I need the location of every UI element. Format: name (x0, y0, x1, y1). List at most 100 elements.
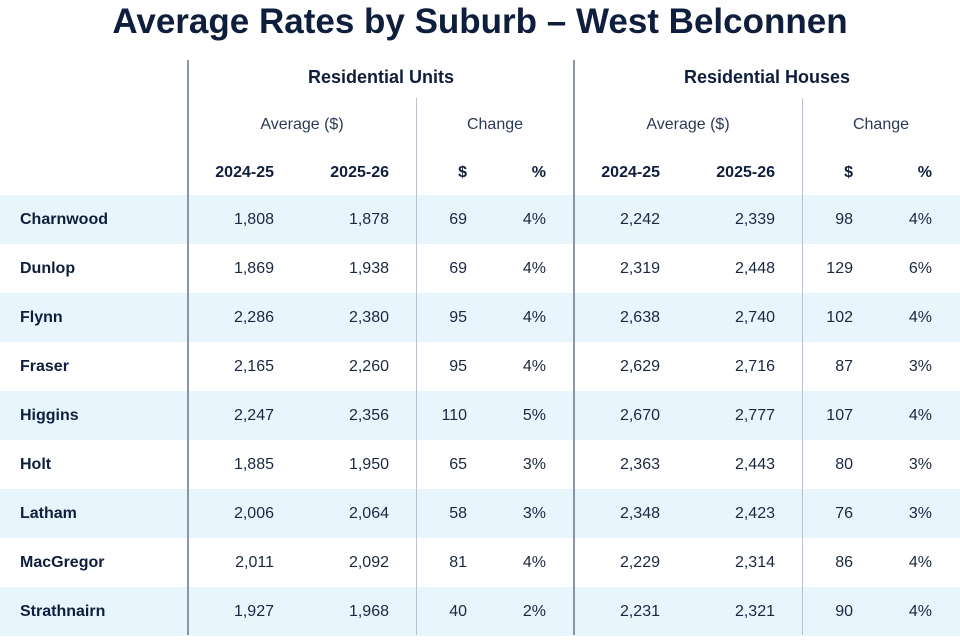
cell-units-change-dollar: 110 (441, 407, 467, 424)
divider-houses-change (802, 98, 803, 635)
cell-units-change-dollar: 95 (449, 358, 467, 375)
group-header-houses: Residential Houses (683, 67, 851, 87)
cell-units-2024-25: 1,927 (233, 603, 274, 620)
cell-units-2024-25: 1,869 (233, 260, 274, 277)
cell-houses-change-pct: 4% (908, 309, 932, 326)
suburb-name: Fraser (20, 358, 69, 375)
cell-houses-change-dollar: 86 (835, 554, 853, 571)
table-row: Flynn 2,286 2,380 95 4% 2,638 2,740 102 4% (0, 293, 960, 342)
cell-houses-change-pct: 3% (908, 505, 932, 522)
cell-houses-2025-26: 2,777 (734, 407, 775, 424)
column-header-units-2025-26: 2025-26 (330, 164, 389, 181)
cell-houses-2024-25: 2,629 (619, 358, 660, 375)
divider-groups (573, 60, 575, 635)
cell-houses-2025-26: 2,443 (734, 456, 775, 473)
cell-houses-2024-25: 2,670 (619, 407, 660, 424)
subheader-houses-change: Change (852, 116, 910, 133)
cell-houses-change-pct: 4% (908, 407, 932, 424)
cell-units-2024-25: 1,885 (233, 456, 274, 473)
column-header-houses-2025-26: 2025-26 (716, 164, 775, 181)
table-row: MacGregor 2,011 2,092 81 4% 2,229 2,314 86 4% (0, 538, 960, 587)
cell-houses-change-pct: 4% (908, 554, 932, 571)
cell-units-change-pct: 5% (522, 407, 546, 424)
cell-units-2025-26: 1,878 (348, 211, 389, 228)
table-row: Holt 1,885 1,950 65 3% 2,363 2,443 80 3% (0, 440, 960, 489)
cell-units-change-dollar: 69 (449, 260, 467, 277)
cell-houses-2024-25: 2,231 (619, 603, 660, 620)
cell-units-2024-25: 2,165 (233, 358, 274, 375)
column-header-units-change-dollar: $ (458, 164, 467, 181)
table-row: Higgins 2,247 2,356 110 5% 2,670 2,777 107 4% (0, 391, 960, 440)
suburb-name: Flynn (20, 309, 63, 326)
cell-houses-2024-25: 2,319 (619, 260, 660, 277)
cell-houses-2024-25: 2,363 (619, 456, 660, 473)
suburb-name: Latham (20, 505, 77, 522)
cell-units-change-dollar: 40 (449, 603, 467, 620)
cell-units-change-dollar: 58 (449, 505, 467, 522)
cell-units-2024-25: 2,006 (233, 505, 274, 522)
cell-units-change-dollar: 81 (449, 554, 467, 571)
cell-houses-2025-26: 2,423 (734, 505, 775, 522)
suburb-name: Charnwood (20, 211, 108, 228)
cell-houses-change-pct: 3% (908, 456, 932, 473)
divider-units-change (416, 98, 417, 635)
cell-houses-change-dollar: 102 (826, 309, 853, 326)
cell-units-2025-26: 1,950 (348, 456, 389, 473)
suburb-name: Holt (20, 456, 52, 473)
cell-houses-change-dollar: 129 (826, 260, 853, 277)
table-row: Dunlop 1,869 1,938 69 4% 2,319 2,448 129 6% (0, 244, 960, 293)
cell-houses-2025-26: 2,321 (734, 603, 775, 620)
cell-houses-change-dollar: 90 (835, 603, 853, 620)
cell-units-change-pct: 4% (522, 358, 546, 375)
suburb-name: Higgins (20, 407, 79, 424)
cell-units-2025-26: 2,260 (348, 358, 389, 375)
cell-houses-change-dollar: 80 (835, 456, 853, 473)
table-row: Charnwood 1,808 1,878 69 4% 2,242 2,339 98 4% (0, 195, 960, 244)
cell-units-2024-25: 2,247 (233, 407, 274, 424)
column-header-units-2024-25: 2024-25 (215, 164, 274, 181)
cell-units-change-pct: 3% (522, 505, 546, 522)
cell-houses-2024-25: 2,242 (619, 211, 660, 228)
cell-units-change-pct: 3% (522, 456, 546, 473)
cell-houses-2024-25: 2,229 (619, 554, 660, 571)
subheader-units-average: Average ($) (260, 116, 344, 133)
cell-units-2025-26: 2,092 (348, 554, 389, 571)
cell-units-change-pct: 4% (522, 309, 546, 326)
cell-units-2025-26: 1,968 (348, 603, 389, 620)
cell-units-change-dollar: 65 (449, 456, 467, 473)
cell-houses-change-pct: 4% (908, 211, 932, 228)
subheader-houses-average: Average ($) (646, 116, 730, 133)
suburb-name: Strathnairn (20, 603, 106, 620)
page-title: Average Rates by Suburb – West Belconnen (112, 2, 848, 41)
cell-units-2025-26: 2,356 (348, 407, 389, 424)
cell-houses-change-dollar: 76 (835, 505, 853, 522)
suburb-name: MacGregor (20, 554, 105, 571)
cell-units-2024-25: 1,808 (233, 211, 274, 228)
cell-units-2025-26: 2,380 (348, 309, 389, 326)
cell-units-2025-26: 2,064 (348, 505, 389, 522)
suburb-name: Dunlop (20, 260, 76, 277)
table-row: Fraser 2,165 2,260 95 4% 2,629 2,716 87 3% (0, 342, 960, 391)
cell-houses-2024-25: 2,348 (619, 505, 660, 522)
cell-houses-change-dollar: 87 (835, 358, 853, 375)
cell-units-change-pct: 4% (522, 260, 546, 277)
cell-houses-2025-26: 2,339 (734, 211, 775, 228)
divider-suburb (187, 60, 189, 635)
table-row: Latham 2,006 2,064 58 3% 2,348 2,423 76 3% (0, 489, 960, 538)
group-header-units: Residential Units (307, 67, 455, 87)
cell-units-change-pct: 2% (522, 603, 546, 620)
cell-houses-2025-26: 2,448 (734, 260, 775, 277)
cell-houses-2025-26: 2,716 (734, 358, 775, 375)
cell-houses-change-pct: 3% (908, 358, 932, 375)
column-header-houses-change-pct: % (917, 164, 932, 181)
cell-units-2024-25: 2,011 (235, 554, 274, 571)
table-row: Strathnairn 1,927 1,968 40 2% 2,231 2,321 90 4% (0, 587, 960, 636)
cell-houses-2025-26: 2,314 (734, 554, 775, 571)
cell-houses-change-dollar: 107 (826, 407, 853, 424)
cell-houses-2024-25: 2,638 (619, 309, 660, 326)
column-header-houses-2024-25: 2024-25 (601, 164, 660, 181)
cell-units-2025-26: 1,938 (348, 260, 389, 277)
cell-houses-2025-26: 2,740 (734, 309, 775, 326)
cell-units-change-dollar: 95 (449, 309, 467, 326)
cell-units-change-pct: 4% (522, 554, 546, 571)
